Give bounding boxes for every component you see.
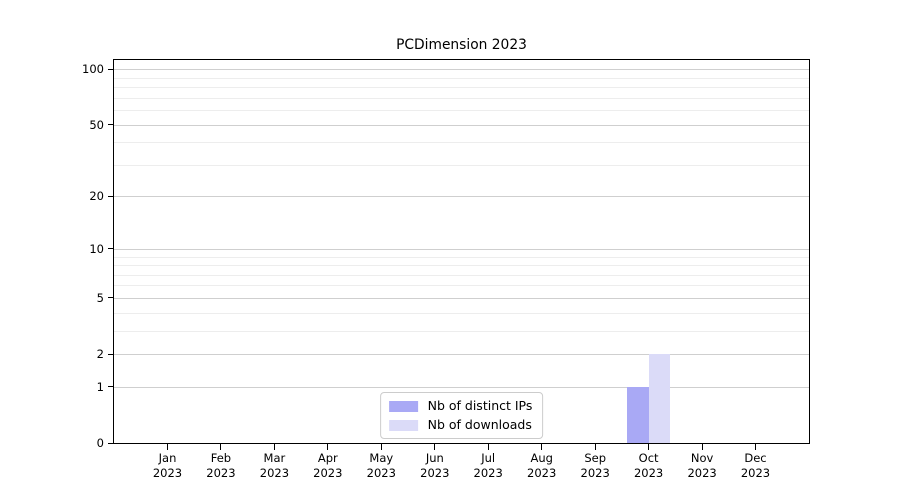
gridline-major-10 bbox=[114, 248, 809, 250]
gridline-minor-4 bbox=[114, 312, 809, 314]
x-tick-label-nov-2023: Nov 2023 bbox=[687, 451, 717, 480]
y-tick-10 bbox=[108, 248, 113, 250]
gridline-minor-9 bbox=[114, 256, 809, 258]
x-tick-label-apr-2023: Apr 2023 bbox=[313, 451, 343, 480]
gridline-major-5 bbox=[114, 297, 809, 299]
gridline-minor-30 bbox=[114, 164, 809, 166]
y-tick-2 bbox=[108, 353, 113, 355]
x-tick-label-may-2023: May 2023 bbox=[366, 451, 396, 480]
legend-label-downloads: Nb of downloads bbox=[427, 417, 532, 432]
y-tick-label-10: 10 bbox=[89, 241, 104, 256]
x-tick-feb-2023 bbox=[220, 444, 222, 450]
x-tick-oct-2023 bbox=[648, 444, 650, 450]
x-tick-may-2023 bbox=[380, 444, 382, 450]
y-tick-label-1: 1 bbox=[96, 379, 104, 394]
y-tick-100 bbox=[108, 68, 113, 70]
gridline-minor-7 bbox=[114, 274, 809, 276]
chart-title: PCDimension 2023 bbox=[396, 37, 527, 53]
bar-nb-of-distinct-ips-oct-2023 bbox=[627, 386, 649, 443]
x-tick-jan-2023 bbox=[167, 444, 168, 450]
gridline-major-50 bbox=[114, 124, 809, 126]
y-tick-label-0: 0 bbox=[96, 436, 104, 450]
y-tick-0 bbox=[108, 442, 113, 444]
y-tick-label-20: 20 bbox=[89, 189, 104, 204]
gridline-minor-8 bbox=[114, 265, 809, 266]
y-tick-20 bbox=[108, 195, 113, 197]
gridline-minor-6 bbox=[114, 285, 809, 287]
bars-layer bbox=[114, 60, 809, 443]
axis-ticks-layer: 0 1 2 5 10 20 50 100 Jan 2023 Feb 2023 Mar 2023 Apr… bbox=[82, 60, 809, 479]
y-tick-label-5: 5 bbox=[96, 290, 104, 305]
x-tick-label-dec-2023: Dec 2023 bbox=[740, 451, 771, 480]
legend-entry-distinct-ips: Nb of distinct IPs bbox=[388, 398, 533, 413]
legend-swatch-downloads bbox=[388, 419, 418, 431]
x-tick-label-feb-2023: Feb 2023 bbox=[206, 451, 236, 480]
gridline-minor-60 bbox=[114, 109, 809, 111]
legend-swatch-distinct-ips bbox=[388, 400, 418, 412]
gridline-major-1 bbox=[114, 386, 809, 388]
x-tick-jul-2023 bbox=[487, 444, 489, 450]
gridline-minor-70 bbox=[114, 97, 809, 99]
gridline-major-2 bbox=[114, 354, 809, 355]
gridline-minor-80 bbox=[114, 87, 809, 88]
x-tick-sep-2023 bbox=[594, 444, 596, 450]
y-tick-5 bbox=[108, 297, 113, 299]
y-tick-label-100: 100 bbox=[82, 62, 104, 77]
x-tick-nov-2023 bbox=[701, 444, 703, 450]
x-tick-label-mar-2023: Mar 2023 bbox=[259, 451, 290, 480]
y-tick-label-50: 50 bbox=[89, 117, 104, 132]
plot-area: 0 1 2 5 10 20 50 100 Jan 2023 Feb 2023 Mar 2023 Apr… bbox=[82, 59, 810, 480]
x-tick-aug-2023 bbox=[541, 444, 543, 450]
legend: Nb of distinct IPs Nb of downloads bbox=[379, 392, 544, 439]
x-tick-label-jun-2023: Jun 2023 bbox=[420, 451, 450, 480]
gridline-major-100 bbox=[114, 69, 809, 71]
x-tick-label-sep-2023: Sep 2023 bbox=[580, 451, 610, 480]
y-tick-1 bbox=[108, 386, 113, 388]
y-tick-50 bbox=[108, 124, 113, 125]
x-tick-label-jul-2023: Jul 2023 bbox=[473, 451, 503, 480]
legend-entry-downloads: Nb of downloads bbox=[388, 417, 533, 432]
gridline-minor-90 bbox=[114, 77, 809, 79]
x-tick-label-jan-2023: Jan 2023 bbox=[152, 451, 183, 480]
x-tick-label-oct-2023: Oct 2023 bbox=[633, 451, 664, 480]
x-tick-label-aug-2023: Aug 2023 bbox=[527, 451, 557, 480]
x-tick-dec-2023 bbox=[755, 444, 756, 450]
legend-label-distinct-ips: Nb of distinct IPs bbox=[427, 398, 533, 413]
gridline-major-20 bbox=[114, 196, 809, 198]
gridline-minor-3 bbox=[114, 330, 809, 332]
gridline-minor-40 bbox=[114, 142, 809, 144]
x-tick-jun-2023 bbox=[434, 444, 436, 450]
grid-layer bbox=[114, 60, 809, 443]
x-tick-apr-2023 bbox=[327, 444, 329, 450]
x-tick-mar-2023 bbox=[273, 444, 275, 450]
y-tick-label-2: 2 bbox=[96, 347, 104, 361]
bar-nb-of-downloads-oct-2023 bbox=[648, 354, 670, 443]
